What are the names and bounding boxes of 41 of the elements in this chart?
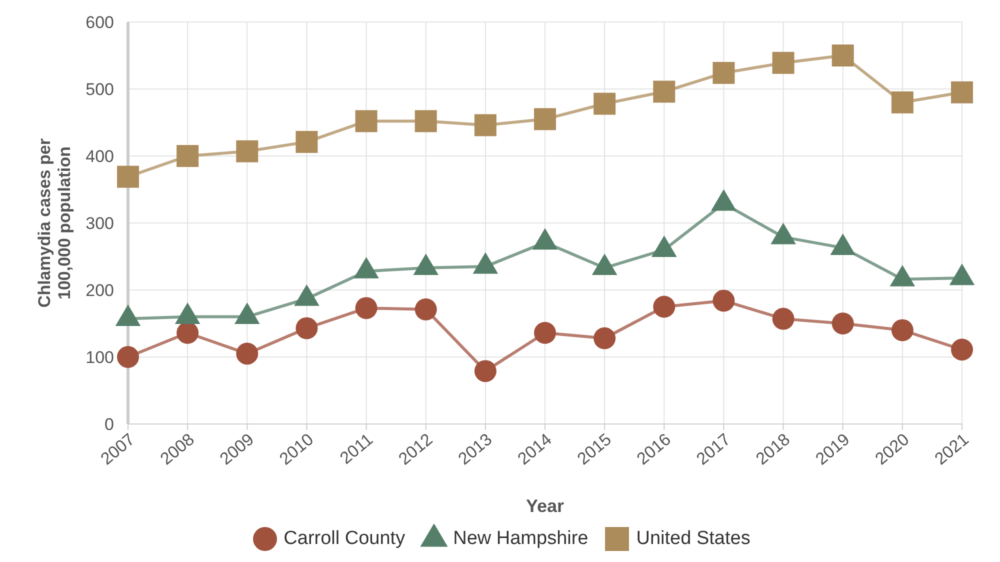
- point: [117, 346, 139, 368]
- point: [355, 110, 378, 132]
- point: [414, 298, 437, 320]
- point: [117, 166, 139, 188]
- y-tick-label: 200: [86, 281, 114, 300]
- legend-label: United States: [635, 527, 750, 551]
- point: [891, 319, 914, 342]
- point: [414, 110, 437, 132]
- point: [296, 317, 318, 340]
- point: [712, 290, 735, 312]
- point: [594, 92, 616, 115]
- point: [653, 80, 676, 103]
- point: [712, 62, 735, 84]
- y-tick-label: 400: [86, 147, 114, 166]
- point: [176, 145, 199, 167]
- point: [951, 81, 973, 104]
- y-axis-title: Chlamydia cases per 100,000 population: [35, 138, 74, 308]
- y-tick-label: 500: [86, 80, 114, 100]
- legend-label: Carroll County: [282, 527, 406, 551]
- point: [772, 308, 794, 330]
- x-axis-title: Year: [526, 496, 564, 516]
- point: [772, 52, 794, 74]
- point: [236, 140, 258, 162]
- point: [832, 312, 854, 334]
- y-tick-label: 0: [104, 415, 114, 434]
- point: [534, 108, 556, 130]
- point: [534, 322, 556, 344]
- point: [594, 327, 616, 350]
- y-tick-label: 600: [86, 13, 114, 32]
- y-tick-label: 300: [86, 214, 114, 234]
- point: [474, 114, 496, 136]
- point: [296, 130, 318, 153]
- y-tick-label: 100: [86, 348, 114, 368]
- point: [236, 342, 258, 365]
- point: [474, 360, 496, 382]
- point: [653, 296, 676, 318]
- legend-label: New Hampshire: [452, 527, 588, 551]
- point: [832, 44, 854, 66]
- point: [355, 297, 378, 320]
- point: [951, 338, 973, 361]
- point: [891, 91, 914, 114]
